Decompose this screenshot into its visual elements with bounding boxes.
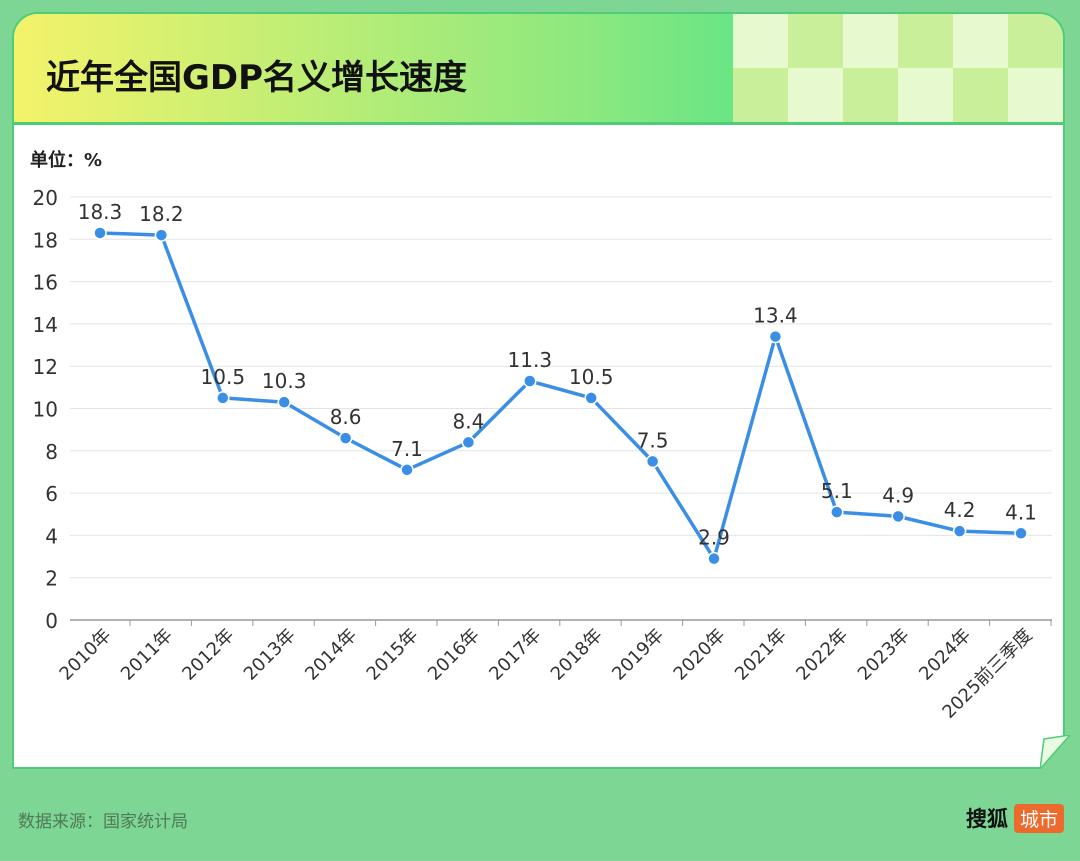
brand-logo: 搜狐 城市 (966, 803, 1064, 833)
data-point (400, 463, 414, 477)
data-label: 7.1 (391, 437, 423, 461)
data-point (830, 505, 844, 519)
x-tick-label: 2018年 (547, 625, 607, 685)
x-tick-label: 2012年 (178, 625, 238, 685)
x-tick-label: 2019年 (608, 625, 668, 685)
data-point (952, 524, 967, 538)
chart-title: 近年全国GDP名义增长速度 (46, 58, 468, 98)
y-tick-label: 10 (33, 398, 58, 422)
x-tick-label: 2016年 (424, 625, 484, 685)
x-tick-label: 2020年 (670, 625, 730, 685)
y-tick-label: 12 (33, 355, 58, 379)
data-point (707, 551, 721, 566)
data-point (1014, 526, 1028, 541)
x-tick-label: 2010年 (56, 625, 116, 685)
page-fold-decoration (1040, 735, 1070, 769)
x-tick-label: 2015年 (363, 625, 423, 685)
data-source: 数据来源：国家统计局 (18, 812, 188, 832)
x-tick-label: 2021年 (731, 625, 791, 685)
data-point (277, 395, 291, 409)
data-point (645, 454, 660, 469)
x-tick-label: 2017年 (485, 625, 545, 685)
y-tick-label: 14 (33, 313, 58, 337)
data-label: 8.4 (452, 409, 484, 433)
data-label: 7.5 (637, 428, 669, 452)
data-label: 11.3 (508, 348, 553, 372)
data-label: 10.5 (569, 365, 614, 389)
data-point (338, 431, 353, 445)
data-label: 4.2 (944, 498, 976, 522)
brand-tag: 城市 (1013, 803, 1064, 833)
data-label: 10.5 (201, 365, 246, 389)
data-point (461, 435, 476, 450)
x-tick-label: 2022年 (792, 625, 852, 685)
data-label: 5.1 (821, 479, 853, 503)
data-point (154, 228, 169, 242)
data-label: 13.4 (753, 304, 798, 328)
data-point (523, 374, 537, 388)
data-point (93, 226, 107, 240)
data-point (891, 509, 905, 524)
x-tick-label: 2011年 (117, 625, 177, 685)
y-tick-label: 18 (33, 228, 58, 252)
y-tick-label: 4 (45, 524, 58, 548)
y-tick-label: 2 (45, 567, 58, 591)
y-tick-label: 20 (33, 186, 58, 210)
y-tick-label: 8 (45, 440, 58, 464)
data-label: 4.1 (1005, 500, 1037, 524)
brand-name: 搜狐 (965, 807, 1008, 831)
data-point (216, 391, 230, 405)
data-point (584, 391, 598, 405)
data-label: 2.9 (698, 526, 730, 550)
x-tick-label: 2023年 (854, 625, 914, 685)
chart-card: 近年全国GDP名义增长速度 (12, 12, 1065, 769)
data-label: 18.2 (139, 202, 184, 226)
unit-label: 单位：% (30, 150, 103, 171)
header-banner: 近年全国GDP名义增长速度 (14, 14, 1063, 125)
x-tick-label: 2014年 (301, 625, 361, 685)
x-tick-label: 2024年 (915, 625, 975, 685)
y-tick-label: 0 (45, 609, 58, 633)
data-point (768, 329, 783, 344)
x-tick-label: 2013年 (240, 625, 300, 685)
data-label: 10.3 (262, 369, 307, 393)
data-label: 18.3 (78, 200, 123, 224)
series-line (99, 231, 1022, 561)
data-label: 8.6 (330, 405, 362, 429)
checker-decoration (733, 14, 1063, 122)
y-tick-label: 6 (45, 482, 58, 506)
y-tick-label: 16 (33, 271, 58, 295)
data-label: 4.9 (882, 483, 914, 507)
